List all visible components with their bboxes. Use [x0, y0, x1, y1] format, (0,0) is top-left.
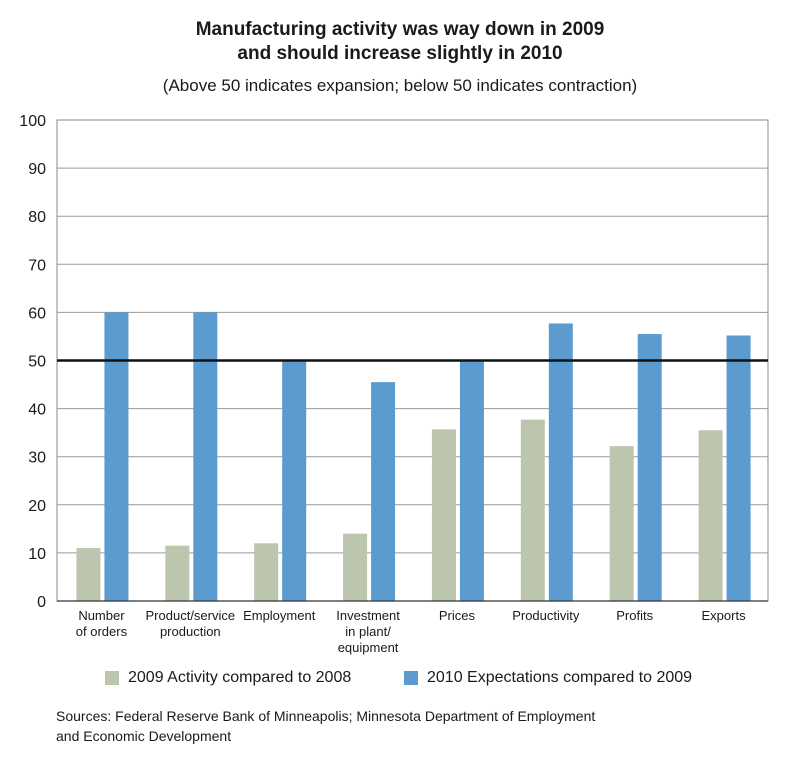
y-tick-label: 70 — [28, 257, 46, 274]
y-tick-label: 0 — [37, 594, 46, 611]
legend-item-2009: 2009 Activity compared to 2008 — [105, 668, 351, 688]
bar-2009 — [609, 446, 634, 601]
x-category-label: Number of orders — [76, 608, 128, 639]
y-tick-label: 10 — [28, 546, 46, 563]
x-category-label: Investment in plant/equipment — [336, 608, 400, 655]
y-tick-label: 30 — [28, 450, 46, 467]
y-tick-label: 80 — [28, 209, 46, 226]
chart-subtitle: (Above 50 indicates expansion; below 50 … — [162, 76, 638, 95]
x-category-label: Employment — [243, 608, 316, 623]
x-category-label: Product/service production — [146, 608, 236, 639]
bar-2010 — [726, 335, 751, 601]
bar-2010 — [104, 312, 129, 601]
bar-chart: 0 10 20 30 40 50 60 70 80 90 100 Number of orders Pro… — [19, 113, 769, 655]
bar-2010 — [548, 323, 573, 601]
y-tick-label: 50 — [28, 354, 46, 371]
legend-swatch-2009 — [105, 671, 119, 685]
legend-swatch-2010 — [404, 671, 418, 685]
bar-2009 — [431, 429, 456, 601]
bar-2009 — [343, 533, 368, 601]
y-tick-label: 90 — [28, 161, 46, 178]
bar-2009 — [76, 548, 101, 601]
bar-2009 — [254, 543, 279, 601]
bar-2010 — [459, 360, 484, 601]
bar-2010 — [637, 334, 662, 601]
y-tick-label: 60 — [28, 305, 46, 322]
y-tick-label: 100 — [19, 113, 46, 130]
x-category-label: Profits — [616, 608, 653, 623]
legend-label-2009: 2009 Activity compared to 2008 — [128, 669, 352, 686]
source-line-1: Sources: Federal Reserve Bank of Minneap… — [56, 708, 596, 724]
y-tick-label: 40 — [28, 402, 46, 419]
legend-item-2010: 2010 Expectations compared to 2009 — [404, 668, 692, 688]
y-tick-label: 20 — [28, 498, 46, 515]
legend-label-2010: 2010 Expectations compared to 2009 — [427, 669, 693, 686]
bar-2010 — [371, 382, 396, 601]
bar-2010 — [282, 360, 307, 601]
bar-2009 — [165, 545, 190, 601]
bar-2010 — [193, 312, 218, 601]
x-category-label: Exports — [702, 608, 747, 623]
bar-2009 — [520, 419, 545, 601]
bar-2009 — [698, 430, 723, 601]
x-category-label: Productivity — [512, 608, 580, 623]
chart-title-line-2: and should increase slightly in 2010 — [237, 43, 563, 64]
chart-title-line-1: Manufacturing activity was way down in 2… — [195, 19, 605, 40]
x-category-label: Prices — [439, 608, 476, 623]
source-line-2: and Economic Development — [56, 728, 232, 744]
source-note: Sources: Federal Reserve Bank of Minneap… — [56, 706, 776, 746]
